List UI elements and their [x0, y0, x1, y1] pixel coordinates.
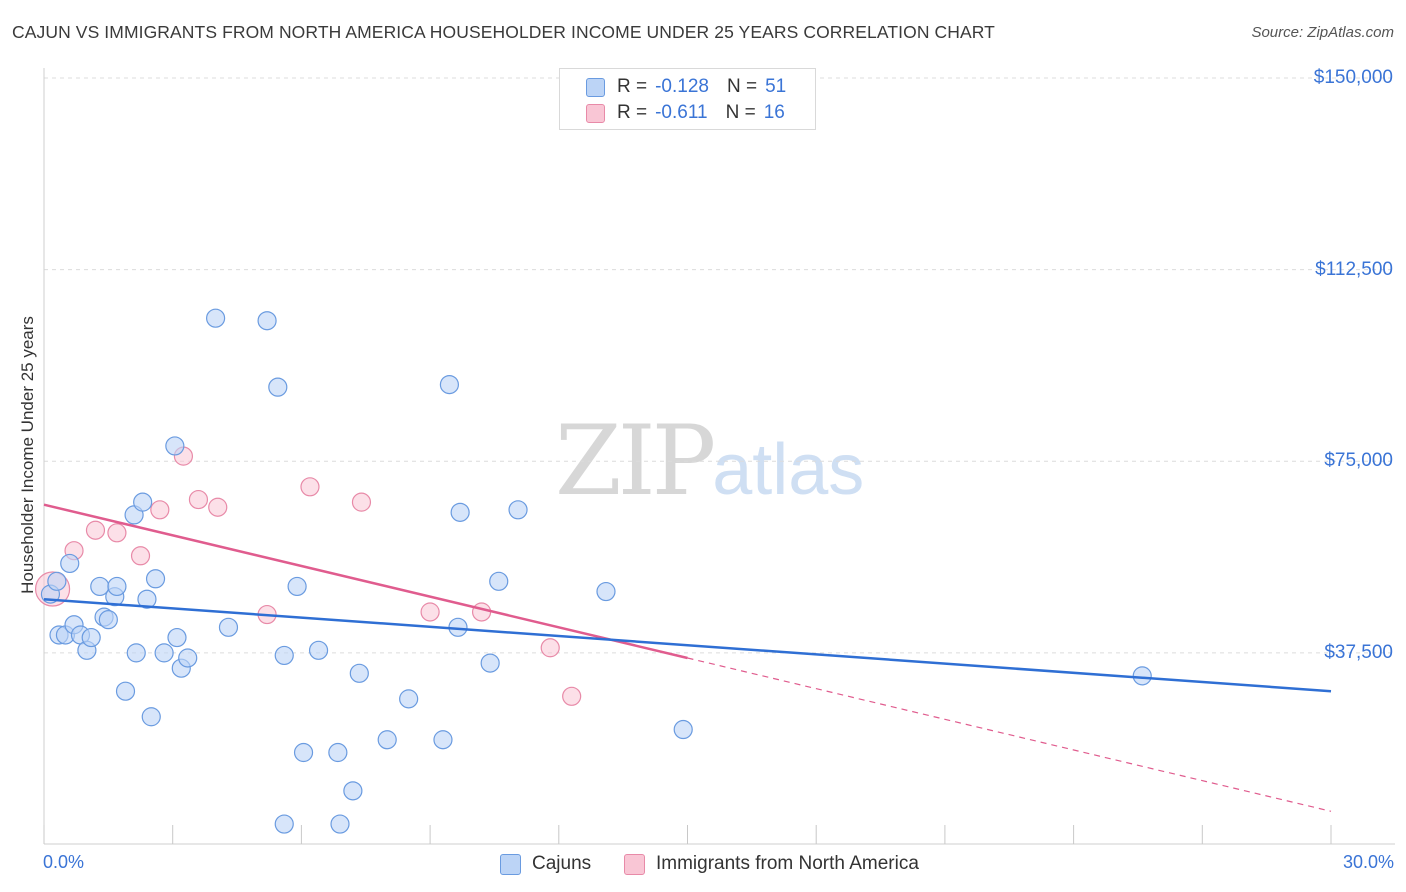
trendline-immigrants: [43, 503, 688, 660]
point-cajuns: [508, 500, 528, 520]
point-immigrants: [188, 489, 209, 510]
legend-n-label: N =: [726, 76, 758, 97]
point-cajuns: [268, 377, 288, 397]
legend-r-value: -0.611: [655, 102, 708, 123]
point-cajuns: [489, 571, 509, 591]
point-immigrants: [300, 477, 320, 497]
point-cajuns: [81, 627, 101, 648]
point-cajuns: [480, 653, 500, 673]
point-cajuns: [673, 719, 693, 740]
point-cajuns: [98, 610, 118, 630]
y-tick-label: $112,500: [1315, 258, 1393, 280]
point-cajuns: [308, 640, 329, 660]
point-cajuns: [60, 553, 80, 574]
point-cajuns: [126, 643, 146, 663]
point-cajuns: [206, 308, 226, 328]
point-cajuns: [1132, 666, 1152, 686]
point-immigrants: [208, 497, 228, 517]
point-cajuns: [218, 617, 239, 637]
point-cajuns: [154, 643, 174, 663]
point-cajuns: [287, 576, 307, 597]
point-immigrants: [540, 638, 560, 658]
y-tick-label: $75,000: [1324, 450, 1393, 472]
watermark-atlas: atlas: [712, 430, 865, 510]
point-immigrants: [130, 546, 151, 566]
legend-r-label: R =: [617, 102, 648, 123]
point-immigrants: [85, 520, 106, 540]
bottom-legend-immigrants: Immigrants from North America: [624, 852, 919, 876]
point-cajuns: [293, 742, 314, 763]
point-cajuns: [343, 781, 363, 801]
legend-n-label: N =: [725, 102, 756, 123]
point-cajuns: [349, 663, 369, 683]
point-immigrants: [420, 602, 440, 622]
point-immigrants: [150, 500, 170, 520]
correlation-legend: R = -0.128 N = 51 R = -0.611 N = 16: [559, 68, 816, 130]
point-cajuns: [47, 571, 67, 591]
legend-r-label: R =: [617, 76, 648, 97]
legend-row-immigrants: R = -0.611 N = 16: [586, 101, 785, 125]
point-cajuns: [145, 569, 166, 589]
legend-r-value: -0.128: [655, 76, 709, 97]
point-cajuns: [133, 492, 153, 512]
point-cajuns: [274, 645, 294, 666]
legend-swatch-cajuns: [586, 77, 605, 97]
point-cajuns: [274, 814, 294, 834]
bottom-legend-swatch-immigrants: [624, 853, 645, 875]
point-cajuns: [137, 589, 157, 609]
point-immigrants: [351, 492, 372, 512]
point-cajuns: [450, 502, 470, 522]
y-tick-label: $37,500: [1324, 641, 1393, 663]
y-axis-label: Householder Income Under 25 years: [18, 316, 37, 594]
point-cajuns: [115, 681, 136, 701]
source-label: Source: ZipAtlas.com: [1251, 24, 1394, 41]
chart-title: CAJUN VS IMMIGRANTS FROM NORTH AMERICA H…: [12, 22, 995, 42]
point-cajuns: [433, 730, 453, 750]
point-cajuns: [141, 707, 161, 727]
point-cajuns: [330, 814, 350, 834]
trendline-cajuns: [43, 597, 1332, 693]
point-cajuns: [328, 742, 348, 763]
point-cajuns: [165, 436, 185, 456]
legend-n-value: 16: [763, 102, 785, 123]
y-tick-label: $150,000: [1313, 67, 1393, 88]
bottom-legend-label-immigrants: Immigrants from North America: [656, 853, 919, 874]
legend-row-cajuns: R = -0.128 N = 51: [586, 75, 786, 99]
point-cajuns: [439, 375, 460, 395]
point-cajuns: [399, 689, 419, 709]
point-cajuns: [167, 627, 187, 648]
point-immigrants: [471, 602, 492, 622]
legend-n-value: 51: [765, 76, 787, 97]
legend-swatch-immigrants: [586, 103, 605, 123]
x-tick-label-min: 0.0%: [43, 852, 85, 872]
trendline-immigrants-extension: [687, 657, 1332, 812]
x-tick-label-max: 30.0%: [1342, 852, 1394, 872]
bottom-legend-label-cajuns: Cajuns: [532, 853, 592, 874]
bottom-legend-swatch-cajuns: [500, 853, 521, 875]
point-immigrants: [562, 686, 582, 706]
point-cajuns: [596, 581, 616, 602]
bottom-legend-cajuns: Cajuns: [500, 852, 591, 876]
point-immigrants: [107, 523, 127, 543]
point-cajuns: [257, 311, 277, 331]
point-cajuns: [178, 648, 198, 668]
point-cajuns: [377, 730, 397, 750]
point-cajuns: [107, 576, 127, 597]
